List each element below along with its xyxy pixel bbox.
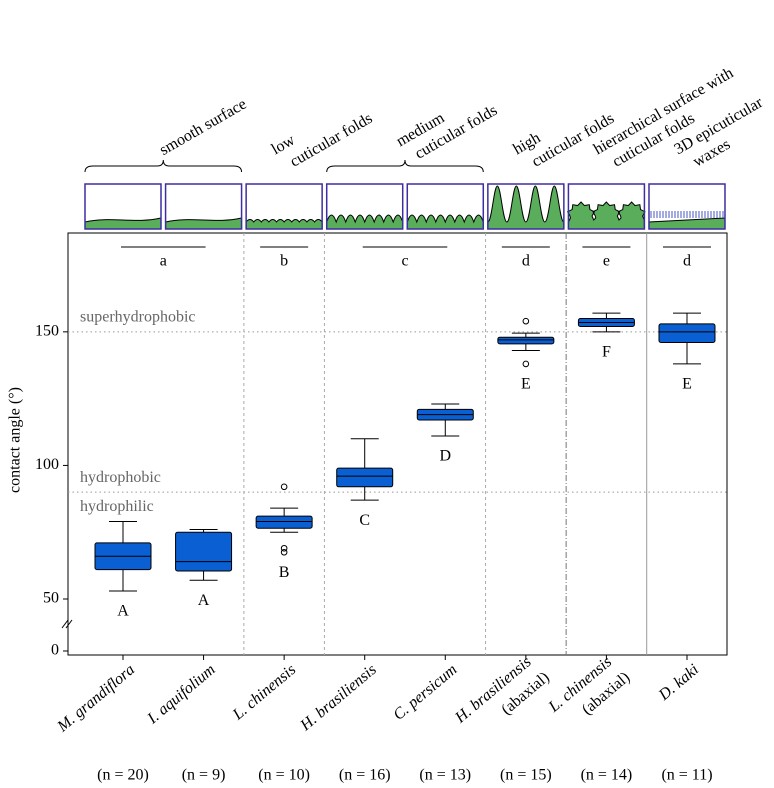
surface-frame [325, 183, 404, 230]
surface-frame [245, 183, 323, 230]
surface-icon [245, 183, 323, 230]
surface-profile [245, 219, 323, 230]
flier [280, 548, 288, 556]
significance-letter: E [682, 376, 692, 393]
significance-letter: B [279, 564, 290, 581]
surface-label-line: cuticular folds [287, 110, 375, 171]
significance-letter: E [521, 376, 531, 393]
surface-frame [487, 183, 565, 230]
box [497, 336, 555, 345]
surface-icon [487, 183, 565, 230]
surface-icon [406, 183, 485, 230]
surface-icon [164, 183, 243, 230]
box [658, 323, 716, 344]
significance-letter: C [359, 512, 370, 529]
surface-frame [164, 183, 243, 230]
sample-size: (n = 14) [581, 767, 633, 784]
flier [522, 360, 530, 368]
surface-frame [406, 183, 485, 230]
reference-label: hydrophobic [80, 469, 161, 486]
sample-size: (n = 10) [258, 767, 310, 784]
brace [326, 159, 484, 173]
group-label: c [401, 253, 408, 270]
significance-letter: F [602, 344, 611, 361]
group-label: a [160, 253, 167, 270]
brace [84, 159, 243, 173]
category-name: H. brasiliensis [296, 661, 379, 735]
y-tick-label: 0 [51, 642, 59, 659]
surface-label: mediumcuticular folds [393, 84, 500, 167]
flier [280, 544, 288, 552]
axis-break [61, 619, 73, 629]
surface-profile [165, 217, 243, 230]
y-tick-label: 150 [35, 323, 59, 340]
reference-label: hydrophilic [80, 498, 154, 515]
flier [280, 483, 288, 491]
category-name: C. persicum [390, 661, 460, 724]
surface-frame [84, 183, 162, 230]
x-tick-label: M. grandiflora [53, 661, 138, 736]
category-name: L. chinensis [229, 661, 299, 724]
category-name: I. aquifolium [143, 661, 218, 728]
y-tick-label: 100 [35, 456, 59, 473]
group-label: b [280, 253, 288, 270]
surface-frame [648, 183, 726, 230]
surface-icon [648, 183, 726, 230]
surface-label-line: smooth surface [157, 95, 250, 158]
x-tick-label: D. kaki [655, 661, 702, 704]
box [336, 467, 394, 488]
surface-profile [648, 217, 726, 230]
surface-icon [325, 183, 404, 230]
surface-label: highcuticular folds [510, 92, 617, 175]
category-name: D. kaki [655, 661, 702, 704]
box [175, 531, 233, 572]
surface-profile [567, 201, 646, 230]
surface-frame [567, 183, 646, 230]
surface-icon [84, 183, 162, 230]
surface-icon [567, 183, 646, 230]
significance-letter: D [439, 448, 451, 465]
x-tick-label: H. brasiliensis [296, 661, 379, 735]
sample-size: (n = 15) [500, 767, 552, 784]
group-label: d [522, 253, 530, 270]
x-tick-label: C. persicum [390, 661, 460, 724]
group-label: e [603, 253, 610, 270]
significance-letter: A [117, 603, 129, 620]
surface-profile [406, 214, 484, 230]
flier [522, 317, 530, 325]
sample-size: (n = 11) [661, 767, 712, 784]
box [255, 515, 313, 529]
surface-profile [84, 217, 162, 230]
plot-frame [67, 232, 728, 656]
x-tick-label: L. chinensis [229, 661, 299, 724]
surface-label: smooth surface [157, 95, 250, 158]
y-axis-label: contact angle (°) [7, 387, 24, 493]
surface-profile [326, 214, 404, 230]
category-name: M. grandiflora [53, 661, 138, 736]
sample-size: (n = 16) [339, 767, 391, 784]
surface-label: lowcuticular folds [268, 92, 375, 175]
group-label: d [683, 253, 691, 270]
x-tick-label: I. aquifolium [143, 661, 218, 728]
surface-profile [487, 185, 565, 230]
sample-size: (n = 20) [97, 767, 149, 784]
significance-letter: A [198, 592, 210, 609]
y-tick-label: 50 [43, 590, 59, 607]
sample-size: (n = 9) [182, 767, 226, 784]
sample-size: (n = 13) [419, 767, 471, 784]
reference-label: superhydrophobic [80, 309, 196, 326]
